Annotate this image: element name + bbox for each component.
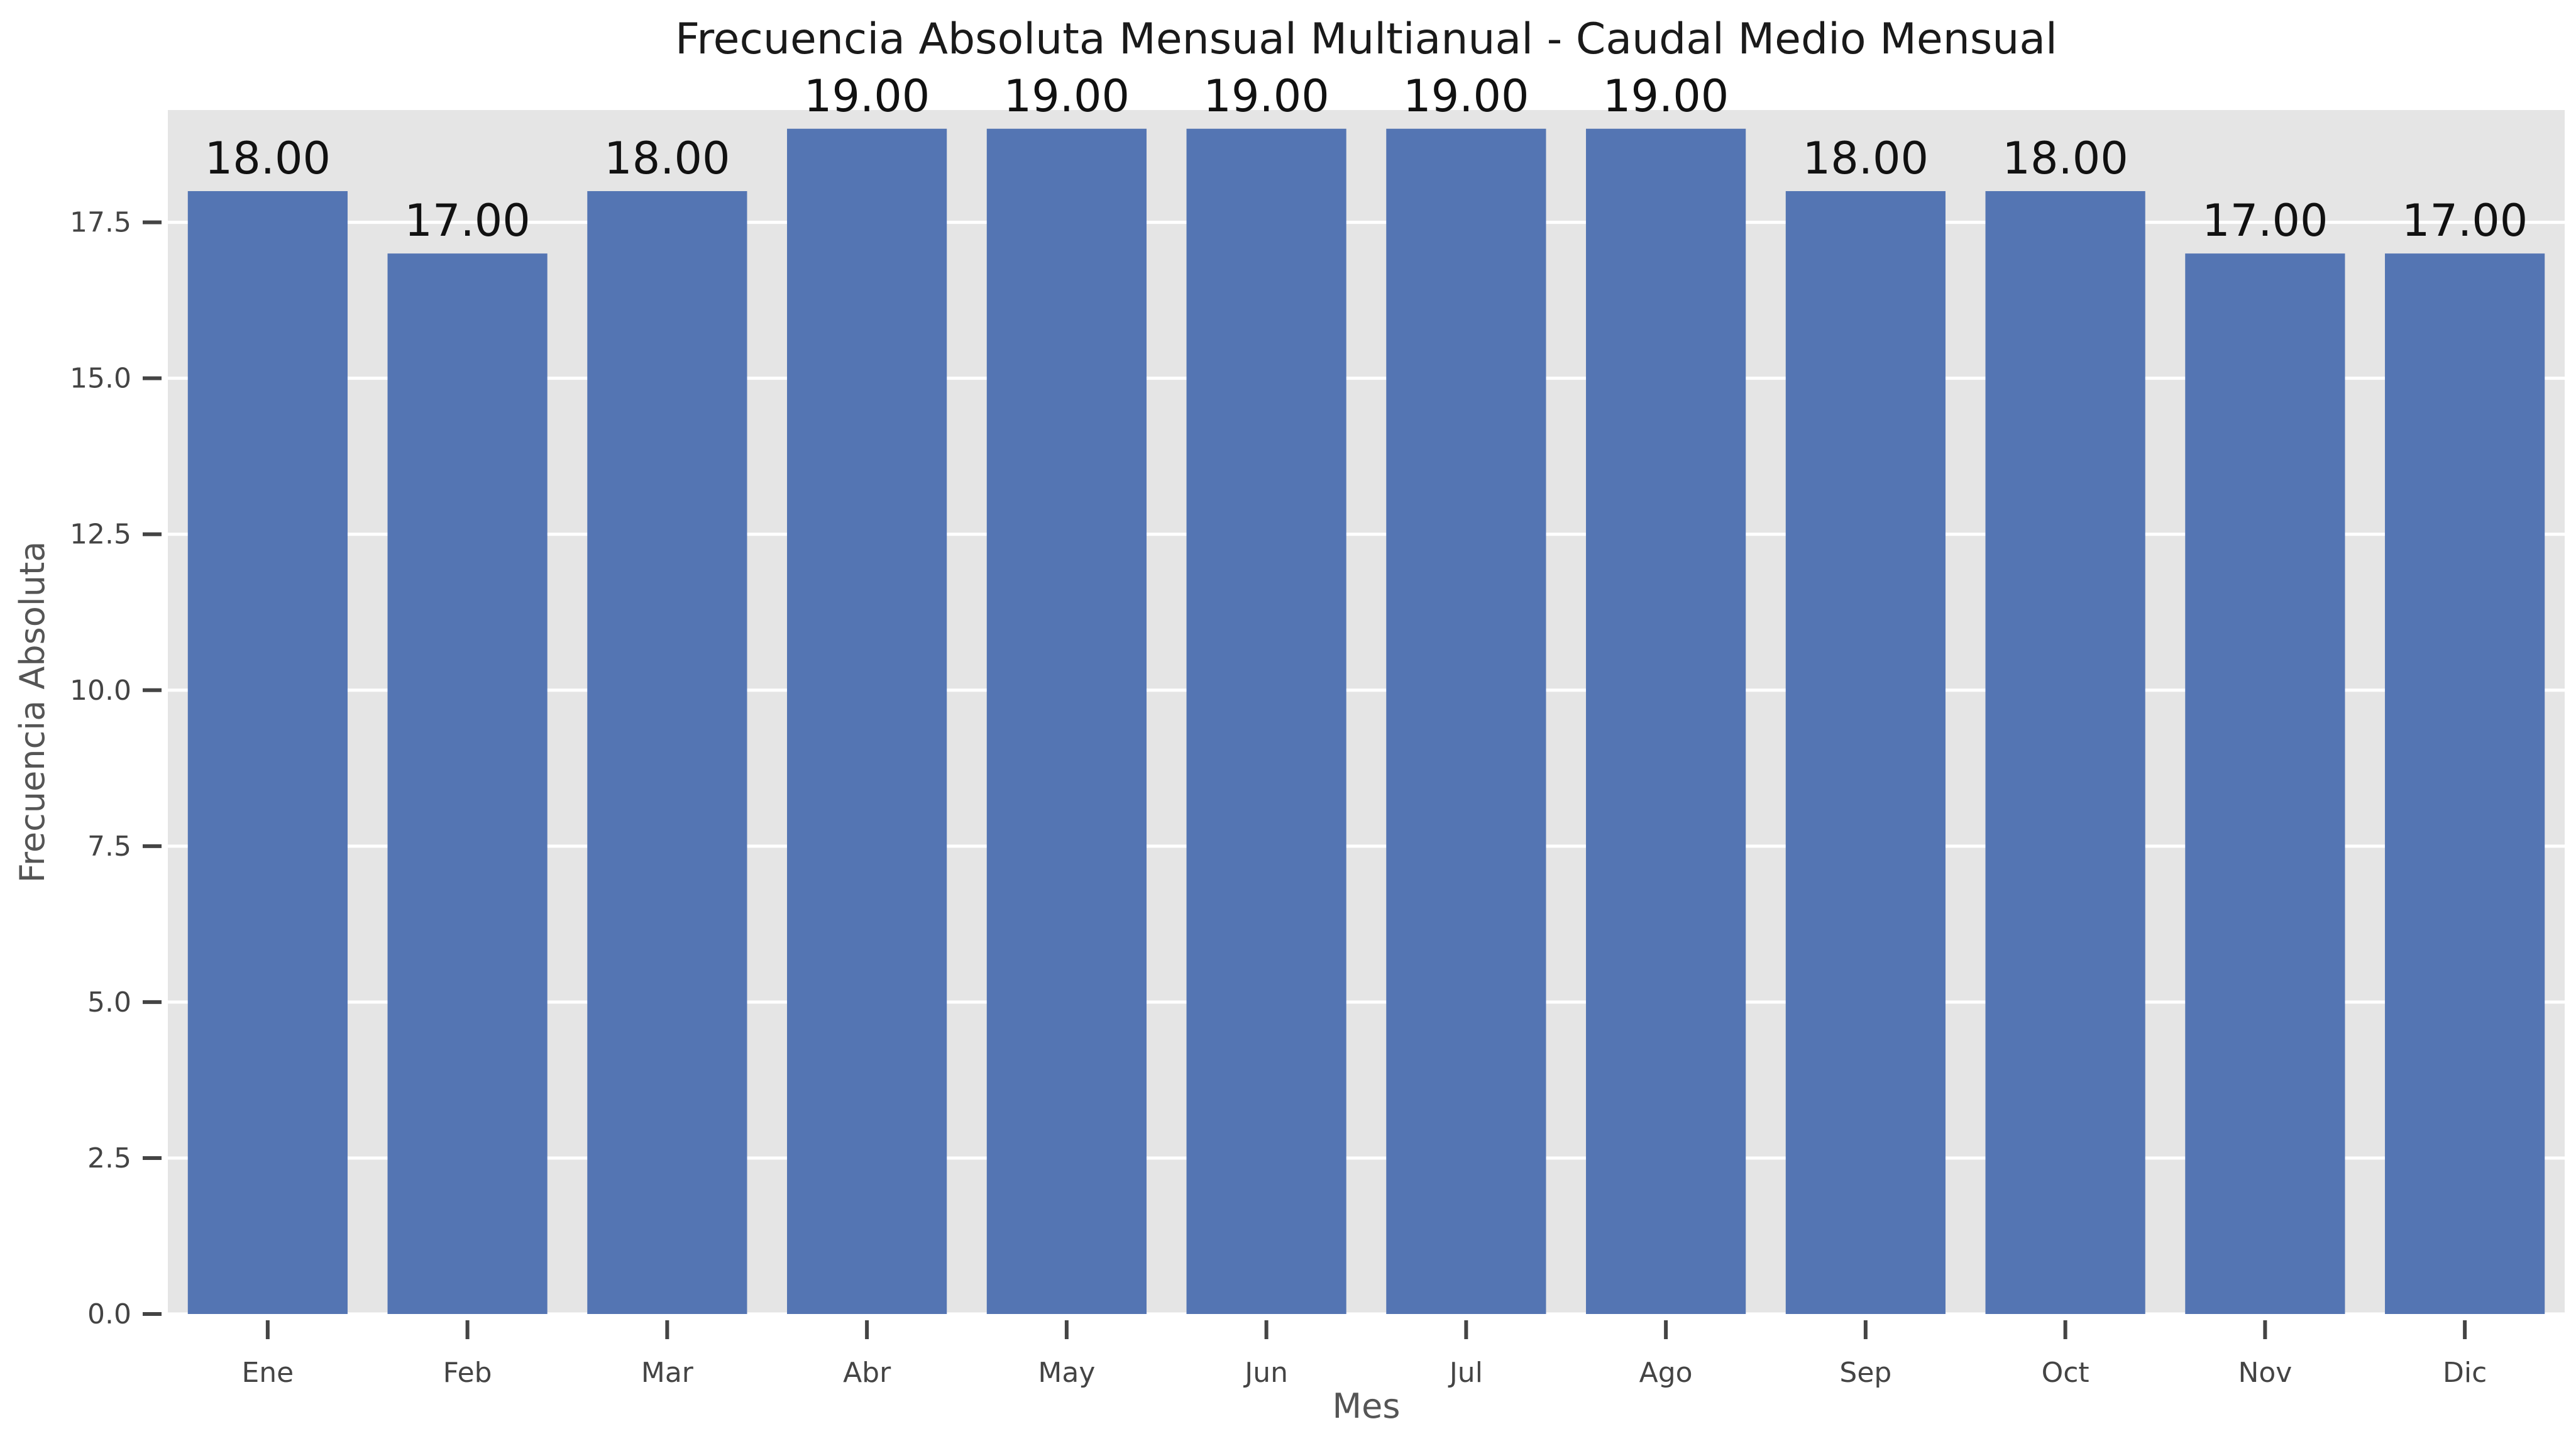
bar-value-label: 19.00 — [1403, 70, 1529, 122]
bar-nov — [2185, 253, 2345, 1315]
bar-value-label: 18.00 — [205, 133, 331, 184]
chart-title: Frecuencia Absoluta Mensual Multianual -… — [675, 14, 2057, 64]
x-tick-label: May — [1038, 1357, 1095, 1389]
bar-value-label: 17.00 — [2202, 195, 2328, 246]
y-axis: 0.0 2.5 5.0 7.5 10.0 12.5 15.0 17.5 — [70, 207, 162, 1330]
bar-mar — [587, 190, 747, 1314]
grid-lines — [168, 221, 2565, 1316]
y-tick-label: 17.5 — [70, 207, 131, 239]
bar-jul — [1386, 128, 1546, 1314]
plot-background — [168, 110, 2565, 1314]
y-tick-label: 12.5 — [70, 519, 131, 551]
bar-value-label: 19.00 — [1004, 70, 1130, 122]
bar-ago — [1586, 128, 1746, 1314]
bar-value-label: 19.00 — [1603, 70, 1729, 122]
bar-value-label: 18.00 — [1803, 133, 1929, 184]
bar-value-label: 17.00 — [2402, 195, 2528, 246]
bars — [187, 128, 2545, 1315]
y-tick-label: 0.0 — [87, 1298, 131, 1330]
bar-abr — [787, 128, 947, 1314]
y-tick-label: 5.0 — [87, 986, 131, 1019]
y-tick-label: 10.0 — [70, 675, 131, 707]
bar-value-label: 19.00 — [804, 70, 930, 122]
bar-dic — [2385, 253, 2545, 1315]
x-tick-label: Oct — [2042, 1357, 2089, 1389]
x-tick-label: Dic — [2443, 1357, 2487, 1389]
y-tick-label: 7.5 — [87, 831, 131, 863]
bar-may — [986, 128, 1147, 1314]
y-axis-label: Frecuencia Absoluta — [13, 541, 52, 883]
bar-sep — [1785, 190, 1946, 1314]
x-tick-label: Mar — [641, 1357, 694, 1389]
data-labels: 18.00 17.00 18.00 19.00 19.00 19.00 19.00 19.00… — [205, 70, 2528, 246]
bar-ene — [187, 190, 348, 1314]
x-tick-label: Jun — [1243, 1357, 1288, 1389]
x-tick-label: Abr — [843, 1357, 891, 1389]
x-tick-label: Ene — [241, 1357, 294, 1389]
x-tick-label: Sep — [1839, 1357, 1891, 1389]
bar-value-label: 18.00 — [2002, 133, 2128, 184]
bar-value-label: 18.00 — [604, 133, 730, 184]
bar-oct — [1985, 190, 2145, 1314]
bar-value-label: 17.00 — [404, 195, 530, 246]
x-tick-label: Nov — [2238, 1357, 2292, 1389]
x-tick-label: Jul — [1448, 1357, 1483, 1389]
y-tick-label: 2.5 — [87, 1142, 131, 1174]
x-axis-label: Mes — [1333, 1386, 1401, 1426]
y-tick-label: 15.0 — [70, 363, 131, 395]
bar-value-label: 19.00 — [1203, 70, 1329, 122]
bar-feb — [387, 253, 548, 1315]
x-tick-label: Ago — [1639, 1357, 1693, 1389]
bar-jun — [1186, 128, 1346, 1314]
x-tick-label: Feb — [443, 1357, 492, 1389]
x-axis: Ene Feb Mar Abr May Jun Jul Ago Sep Oct Nov Dic — [241, 1320, 2487, 1389]
